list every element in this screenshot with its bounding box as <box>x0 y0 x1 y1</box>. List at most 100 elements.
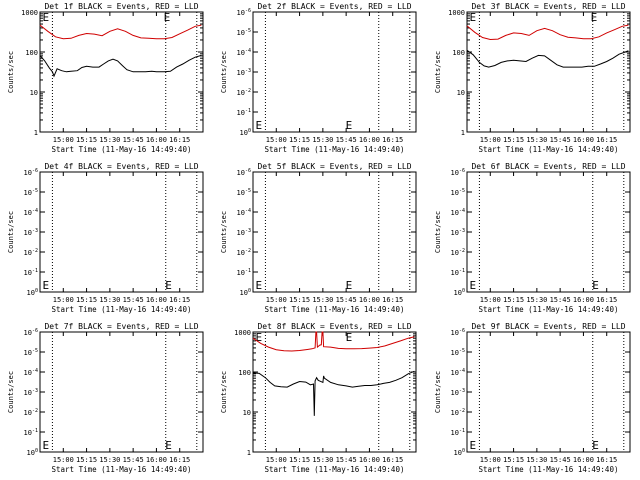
y-tick-label: 10-4 <box>24 208 38 217</box>
panel-title: Det 9f BLACK = Events, RED = LLD <box>471 322 625 331</box>
x-tick-label: 15:15 <box>289 296 310 304</box>
y-tick-label: 10-1 <box>451 428 465 437</box>
y-tick-label: 100 <box>452 49 465 57</box>
x-tick-label: 16:15 <box>596 456 617 464</box>
y-tick-label: 10-3 <box>451 388 465 397</box>
plot-frame <box>466 331 631 453</box>
x-tick-label: 15:45 <box>123 136 144 144</box>
x-tick-label: 15:45 <box>336 296 357 304</box>
series-line-events <box>39 54 202 78</box>
y-tick-label: 10-4 <box>451 368 465 377</box>
x-tick-label: 15:30 <box>526 296 547 304</box>
panel-title: Det 3f BLACK = Events, RED = LLD <box>471 2 625 11</box>
event-marker: E <box>256 331 263 344</box>
panel-det-1f: Det 1f BLACK = Events, RED = LLD Counts/s… <box>7 2 204 154</box>
x-tick-label: 15:45 <box>550 136 571 144</box>
x-tick-label: 16:15 <box>382 296 403 304</box>
x-tick-label: 15:30 <box>312 456 333 464</box>
x-axis-label: Start Time (11-May-16 14:49:40) <box>265 145 405 154</box>
y-tick-label: 10-6 <box>24 168 38 177</box>
y-tick-label: 10-6 <box>237 8 251 17</box>
x-tick-label: 15:15 <box>76 136 97 144</box>
event-marker: E <box>165 439 172 452</box>
y-tick-label: 10-6 <box>451 168 465 177</box>
x-axis-label: Start Time (11-May-16 14:49:40) <box>52 145 192 154</box>
event-marker: E <box>346 331 353 344</box>
y-tick-label: 10-1 <box>24 268 38 277</box>
y-tick-label: 100 <box>454 448 465 457</box>
panel-det-9f: Det 9f BLACK = Events, RED = LLD Counts/s… <box>434 322 631 474</box>
y-axis-label: Counts/sec <box>7 211 15 253</box>
x-tick-label: 15:15 <box>76 296 97 304</box>
y-tick-label: 10 <box>457 89 465 97</box>
event-marker: E <box>592 279 599 292</box>
x-tick-label: 15:30 <box>99 296 120 304</box>
panel-det-4f: Det 4f BLACK = Events, RED = LLD Counts/s… <box>7 162 204 314</box>
x-tick-label: 15:45 <box>336 136 357 144</box>
y-tick-label: 10-5 <box>237 188 251 197</box>
y-tick-label: 10-5 <box>24 188 38 197</box>
y-tick-label: 10-1 <box>237 108 251 117</box>
series-line-lld <box>252 331 415 352</box>
y-axis-label: Counts/sec <box>220 371 228 413</box>
x-tick-label: 15:15 <box>289 456 310 464</box>
x-axis-label: Start Time (11-May-16 14:49:40) <box>479 465 619 474</box>
x-tick-label: 16:00 <box>573 296 594 304</box>
x-tick-label: 15:45 <box>550 456 571 464</box>
y-axis-label: Counts/sec <box>434 51 442 93</box>
y-tick-label: 10-6 <box>24 328 38 337</box>
x-tick-label: 15:00 <box>53 136 74 144</box>
x-tick-label: 16:15 <box>169 136 190 144</box>
y-tick-label: 100 <box>240 288 251 297</box>
x-tick-label: 15:15 <box>503 296 524 304</box>
plot-frame <box>252 11 417 133</box>
y-tick-label: 100 <box>27 288 38 297</box>
event-marker: E <box>43 439 50 452</box>
y-tick-label: 10-1 <box>451 268 465 277</box>
plot-frame <box>252 331 417 453</box>
x-tick-label: 15:30 <box>99 456 120 464</box>
event-marker: E <box>43 279 50 292</box>
y-tick-label: 1000 <box>234 329 251 337</box>
x-tick-label: 16:00 <box>146 456 167 464</box>
event-marker: E <box>43 11 50 24</box>
y-tick-label: 10-6 <box>237 168 251 177</box>
x-tick-label: 16:15 <box>596 296 617 304</box>
x-tick-label: 15:45 <box>123 456 144 464</box>
y-tick-label: 10-4 <box>451 208 465 217</box>
y-tick-label: 10-5 <box>451 348 465 357</box>
series-line-lld <box>466 24 629 41</box>
y-tick-label: 100 <box>240 128 251 137</box>
x-tick-label: 16:00 <box>359 456 380 464</box>
x-tick-label: 15:00 <box>266 136 287 144</box>
y-tick-label: 10 <box>30 89 38 97</box>
x-tick-label: 15:15 <box>289 136 310 144</box>
event-marker: E <box>256 119 263 132</box>
y-tick-label: 10-2 <box>24 408 38 417</box>
panel-title: Det 2f BLACK = Events, RED = LLD <box>257 2 411 11</box>
x-axis-label: Start Time (11-May-16 14:49:40) <box>479 305 619 314</box>
y-tick-label: 10-2 <box>24 248 38 257</box>
panel-det-7f: Det 7f BLACK = Events, RED = LLD Counts/s… <box>7 322 204 474</box>
panel-det-6f: Det 6f BLACK = Events, RED = LLD Counts/s… <box>434 162 631 314</box>
event-marker: E <box>470 11 477 24</box>
event-marker: E <box>165 279 172 292</box>
x-axis-label: Start Time (11-May-16 14:49:40) <box>52 465 192 474</box>
panel-title: Det 7f BLACK = Events, RED = LLD <box>44 322 198 331</box>
series-line-events <box>252 370 415 416</box>
event-marker: E <box>346 119 353 132</box>
y-tick-label: 10-4 <box>24 368 38 377</box>
x-tick-label: 15:30 <box>526 136 547 144</box>
y-tick-label: 10-4 <box>237 48 251 57</box>
y-tick-label: 1 <box>247 449 251 457</box>
event-marker: E <box>470 439 477 452</box>
x-tick-label: 15:30 <box>312 296 333 304</box>
y-tick-label: 100 <box>454 288 465 297</box>
x-tick-label: 16:00 <box>146 136 167 144</box>
x-tick-label: 15:00 <box>266 456 287 464</box>
x-tick-label: 15:15 <box>76 456 97 464</box>
x-tick-label: 16:15 <box>382 456 403 464</box>
panel-title: Det 5f BLACK = Events, RED = LLD <box>257 162 411 171</box>
plot-frame <box>466 11 631 133</box>
